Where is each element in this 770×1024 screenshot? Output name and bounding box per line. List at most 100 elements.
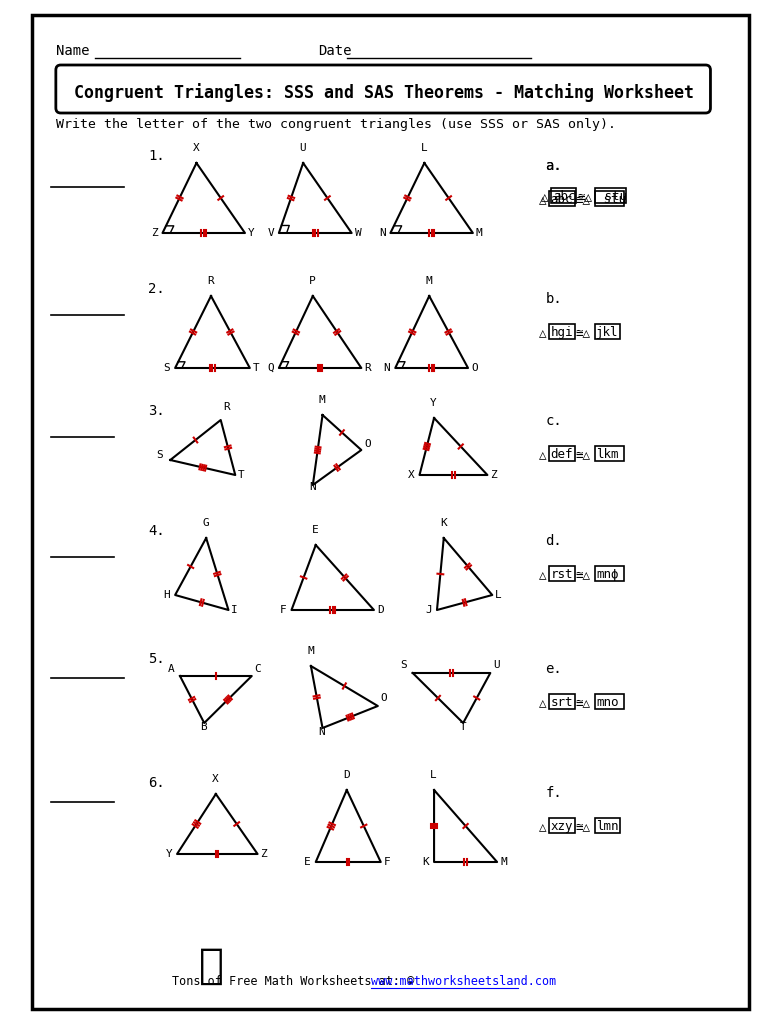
Text: d.: d. bbox=[546, 534, 562, 548]
Text: K: K bbox=[440, 518, 447, 528]
Text: abc: abc bbox=[551, 193, 573, 206]
Text: △: △ bbox=[541, 190, 548, 203]
Text: T: T bbox=[238, 470, 245, 480]
Text: 1.: 1. bbox=[148, 150, 165, 163]
Bar bbox=[550, 566, 574, 581]
Text: C: C bbox=[255, 664, 261, 674]
Text: A: A bbox=[167, 664, 174, 674]
Text: J: J bbox=[425, 605, 432, 615]
Text: O: O bbox=[471, 362, 477, 373]
Text: N: N bbox=[309, 482, 316, 492]
Text: Z: Z bbox=[490, 470, 497, 480]
Text: M: M bbox=[476, 228, 483, 238]
Text: D: D bbox=[343, 770, 350, 780]
Bar bbox=[595, 324, 621, 339]
Text: Q: Q bbox=[267, 362, 274, 373]
Text: ≅△: ≅△ bbox=[576, 820, 591, 833]
Text: e.: e. bbox=[546, 662, 562, 676]
Bar bbox=[550, 324, 574, 339]
Text: H: H bbox=[163, 590, 170, 600]
Text: 5.: 5. bbox=[148, 652, 165, 666]
Text: M: M bbox=[307, 646, 313, 656]
Text: Tons of Free Math Worksheets at: ©: Tons of Free Math Worksheets at: © bbox=[172, 975, 422, 988]
Text: F: F bbox=[280, 605, 286, 615]
Text: lmn: lmn bbox=[596, 820, 618, 833]
Text: W: W bbox=[354, 228, 361, 238]
Text: Y: Y bbox=[430, 398, 437, 408]
Text: stu: stu bbox=[597, 190, 627, 203]
Text: ≅△: ≅△ bbox=[576, 326, 591, 339]
Text: stu: stu bbox=[596, 193, 626, 206]
Bar bbox=[595, 188, 626, 203]
Bar bbox=[595, 446, 624, 461]
Text: D: D bbox=[377, 605, 383, 615]
Bar bbox=[550, 694, 574, 709]
Text: G: G bbox=[203, 518, 209, 528]
Text: ≅△: ≅△ bbox=[576, 449, 591, 461]
Text: hgi: hgi bbox=[551, 326, 573, 339]
Text: Write the letter of the two congruent triangles (use SSS or SAS only).: Write the letter of the two congruent tr… bbox=[56, 118, 616, 131]
Text: a.: a. bbox=[546, 159, 562, 173]
Text: mnϕ: mnϕ bbox=[596, 568, 618, 581]
Text: Z: Z bbox=[260, 849, 267, 859]
Text: △: △ bbox=[539, 820, 546, 833]
Text: I: I bbox=[231, 605, 238, 615]
Text: 3.: 3. bbox=[148, 404, 165, 418]
Text: Date: Date bbox=[318, 44, 351, 58]
Bar bbox=[550, 446, 574, 461]
Bar bbox=[595, 566, 624, 581]
Bar bbox=[595, 191, 624, 206]
Text: 🌴: 🌴 bbox=[199, 945, 223, 987]
Text: M: M bbox=[500, 857, 507, 867]
Text: △: △ bbox=[539, 568, 546, 581]
Text: L: L bbox=[430, 770, 437, 780]
Text: S: S bbox=[400, 660, 407, 670]
Text: B: B bbox=[200, 722, 207, 732]
Bar bbox=[595, 694, 624, 709]
Text: X: X bbox=[192, 143, 199, 153]
Text: R: R bbox=[207, 276, 214, 286]
Text: N: N bbox=[319, 727, 326, 737]
Text: lkm: lkm bbox=[596, 449, 618, 461]
Text: c.: c. bbox=[546, 414, 562, 428]
Text: N: N bbox=[379, 228, 386, 238]
Text: E: E bbox=[304, 857, 311, 867]
Text: www.mathworksheetsland.com: www.mathworksheetsland.com bbox=[371, 975, 556, 988]
Text: U: U bbox=[494, 660, 500, 670]
Text: M: M bbox=[425, 276, 432, 286]
Text: Y: Y bbox=[248, 228, 255, 238]
Text: b.: b. bbox=[546, 292, 562, 306]
Text: L: L bbox=[420, 143, 427, 153]
Bar bbox=[551, 188, 576, 203]
Text: 2.: 2. bbox=[148, 282, 165, 296]
Bar bbox=[595, 818, 621, 833]
Text: △: △ bbox=[539, 326, 546, 339]
Text: Z: Z bbox=[151, 228, 158, 238]
Text: P: P bbox=[309, 276, 316, 286]
Text: ≅△: ≅△ bbox=[576, 696, 591, 709]
Text: U: U bbox=[300, 143, 306, 153]
Text: N: N bbox=[383, 362, 390, 373]
Bar bbox=[550, 191, 574, 206]
Text: Name: Name bbox=[56, 44, 89, 58]
Text: def: def bbox=[551, 449, 573, 461]
Text: Congruent Triangles: SSS and SAS Theorems - Matching Worksheet: Congruent Triangles: SSS and SAS Theorem… bbox=[74, 84, 694, 102]
Text: E: E bbox=[312, 525, 319, 535]
Text: ≅△: ≅△ bbox=[578, 190, 593, 203]
Text: Y: Y bbox=[166, 849, 172, 859]
Text: R: R bbox=[223, 402, 230, 412]
Text: jkl: jkl bbox=[596, 326, 618, 339]
Text: △: △ bbox=[539, 449, 546, 461]
Bar bbox=[550, 818, 574, 833]
Text: f.: f. bbox=[546, 786, 562, 800]
Text: S: S bbox=[163, 362, 170, 373]
Text: M: M bbox=[319, 395, 326, 406]
Text: V: V bbox=[267, 228, 274, 238]
Text: S: S bbox=[157, 450, 163, 460]
Text: srt: srt bbox=[551, 696, 573, 709]
Text: mno: mno bbox=[596, 696, 618, 709]
Text: △: △ bbox=[539, 696, 546, 709]
Text: 4.: 4. bbox=[148, 524, 165, 538]
Text: △: △ bbox=[539, 193, 546, 206]
Text: xzy: xzy bbox=[551, 820, 573, 833]
